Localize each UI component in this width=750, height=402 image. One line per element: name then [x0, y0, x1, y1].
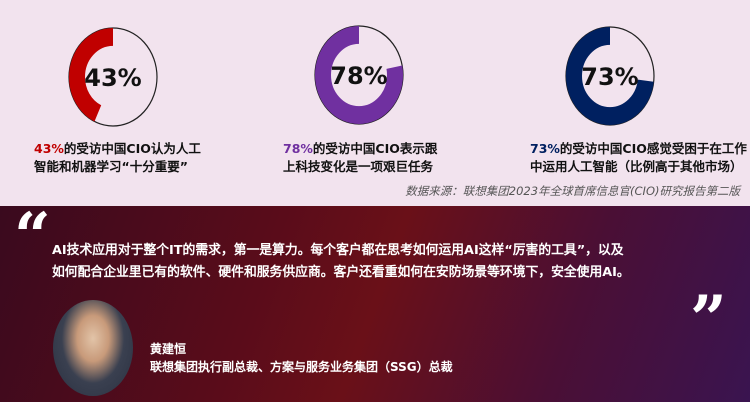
- speaker-avatar: [53, 300, 133, 396]
- donut-label: 78%: [330, 62, 387, 90]
- caption-text: 的受访中国CIO感觉受困于在工作: [559, 141, 747, 156]
- quote-line: AI技术应用对于整个IT的需求，第一是算力。每个客户都在思考如何运用AI这样“厉…: [52, 243, 624, 258]
- donut-chart: 78%: [314, 25, 404, 125]
- donut-arc: [69, 27, 157, 127]
- speaker-info: 黄建恒 联想集团执行副总裁、方案与服务业务集团（SSG）总裁: [150, 340, 453, 376]
- quote-line: 如何配合企业里已有的软件、硬件和服务供应商。客户还看重如何在安防场景等环境下，安…: [52, 265, 630, 280]
- donut-label: 73%: [581, 63, 638, 91]
- donut-chart: 43%: [68, 27, 158, 127]
- quote-text: AI技术应用对于整个IT的需求，第一是算力。每个客户都在思考如何运用AI这样“厉…: [52, 240, 742, 284]
- open-quote-icon: “: [14, 199, 51, 274]
- stat-percent: 78%: [283, 141, 313, 156]
- caption-text: 的受访中国CIO认为人工: [63, 141, 201, 156]
- donut-label: 43%: [84, 64, 141, 92]
- stats-panel: 43% 43%的受访中国CIO认为人工 智能和机器学习“十分重要” 78% 78%的受访…: [0, 0, 750, 206]
- stat-caption: 73%的受访中国CIO感觉受困于在工作中运用人工智能（比例高于其他市场）: [530, 140, 747, 176]
- caption-text: 智能和机器学习“十分重要”: [34, 159, 188, 174]
- close-quote-icon: ”: [690, 282, 727, 357]
- caption-text: 上科技变化是一项艰巨任务: [283, 159, 434, 174]
- stat-caption: 43%的受访中国CIO认为人工智能和机器学习“十分重要”: [34, 140, 201, 176]
- speaker-title: 联想集团执行副总裁、方案与服务业务集团（SSG）总裁: [150, 360, 453, 374]
- donut-arc: [566, 26, 654, 126]
- caption-text: 的受访中国CIO表示跟: [312, 141, 438, 156]
- donut-arc: [315, 25, 403, 125]
- donut-chart: 73%: [565, 26, 655, 126]
- stat-percent: 43%: [34, 141, 64, 156]
- caption-text: 中运用人工智能（比例高于其他市场）: [530, 159, 743, 174]
- stat-caption: 78%的受访中国CIO表示跟上科技变化是一项艰巨任务: [283, 140, 437, 176]
- speaker-name: 黄建恒: [150, 342, 187, 356]
- stat-percent: 73%: [530, 141, 560, 156]
- data-source: 数据来源：联想集团2023年全球首席信息官(CIO)研究报告第二版: [405, 184, 740, 198]
